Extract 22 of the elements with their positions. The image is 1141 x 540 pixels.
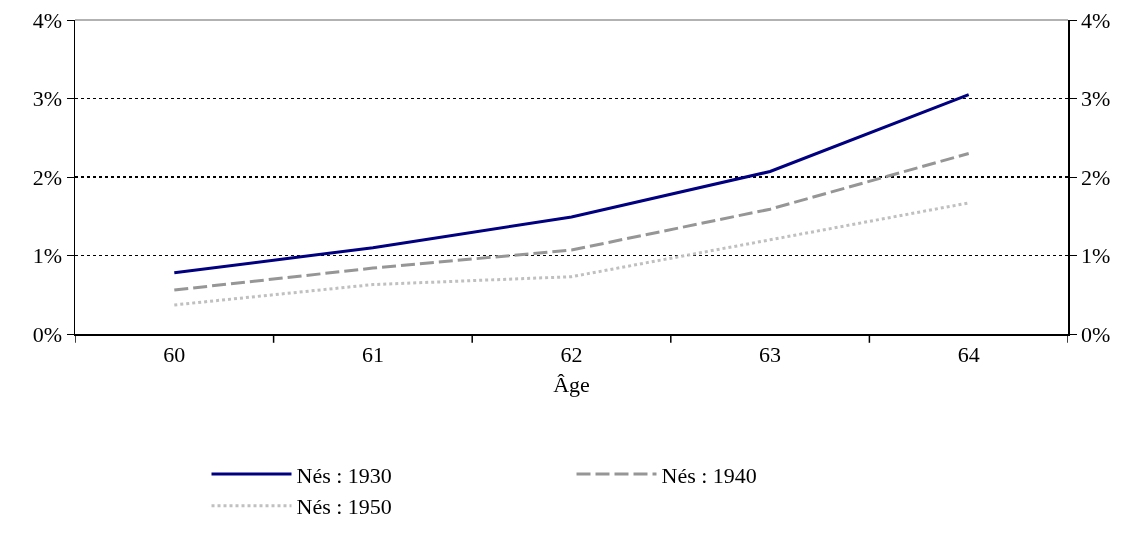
legend-label: Nés : 1940 — [661, 462, 757, 488]
legend-label: Nés : 1950 — [296, 494, 392, 520]
y-tick-label: 3% — [32, 86, 63, 112]
line-series — [172, 151, 971, 292]
y2-tick-label: 0% — [1080, 321, 1111, 347]
legend-label: Nés : 1930 — [296, 462, 392, 488]
x-tick-label: 61 — [361, 341, 384, 367]
y-tick-label: 0% — [32, 321, 63, 347]
x-tick-label: 62 — [560, 341, 583, 367]
x-tick-label: 63 — [759, 341, 782, 367]
y-tick-label: 2% — [32, 164, 63, 190]
x-axis-title: Âge — [553, 371, 590, 397]
x-tick-label: 64 — [957, 341, 980, 367]
line-series — [172, 93, 971, 275]
y2-tick-label: 1% — [1080, 243, 1111, 269]
line-series — [172, 201, 971, 307]
x-tick-label: 60 — [163, 341, 186, 367]
y-tick-label: 4% — [32, 7, 63, 33]
y2-tick-label: 4% — [1080, 7, 1111, 33]
y2-tick-label: 3% — [1080, 86, 1111, 112]
y-tick-label: 1% — [32, 243, 63, 269]
y2-tick-label: 2% — [1080, 164, 1111, 190]
